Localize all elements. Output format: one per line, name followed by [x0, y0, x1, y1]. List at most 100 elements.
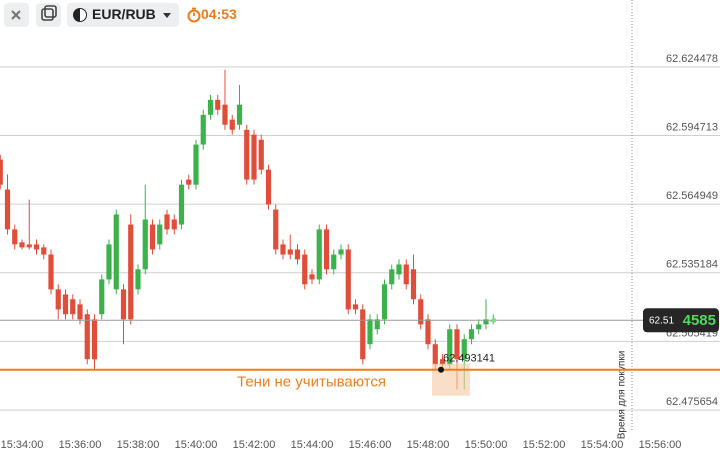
candle-body	[178, 184, 185, 225]
candle-body	[418, 299, 424, 325]
candle-body	[215, 99, 221, 110]
x-tick-label: 15:50:00	[465, 439, 508, 451]
candle-body	[236, 104, 243, 125]
candle-body	[149, 224, 156, 250]
candle-body	[432, 344, 438, 365]
candle-body	[410, 269, 417, 300]
candle-body	[128, 224, 134, 320]
symbol: EUR/RUB	[92, 6, 156, 22]
current-price-dot	[491, 317, 497, 323]
candle-body	[186, 179, 192, 185]
candle-body	[244, 129, 250, 180]
candle-body	[425, 319, 431, 345]
candle-body	[323, 229, 330, 270]
candle-body	[367, 319, 373, 345]
candle-body	[70, 299, 76, 315]
window-icon	[41, 8, 54, 21]
candle-body	[157, 224, 163, 245]
x-tick-label: 15:36:00	[59, 439, 102, 451]
candle-body	[381, 284, 388, 320]
candle-body	[4, 189, 11, 230]
close-icon	[11, 10, 21, 20]
candle-body	[251, 134, 257, 180]
annotation: Тени не учитываются	[237, 374, 386, 391]
candle-body	[461, 339, 467, 360]
candle-body	[468, 329, 475, 340]
candle-body	[0, 159, 3, 185]
candle-body	[483, 319, 489, 325]
candle-body	[338, 249, 344, 255]
x-tick-label: 15:40:00	[175, 439, 218, 451]
candle-body	[229, 119, 235, 130]
toolbar: EUR/RUB 04:53	[4, 3, 237, 27]
candle-body	[84, 314, 90, 360]
y-tick-label: 62.624478	[666, 53, 718, 65]
candle-body	[99, 279, 105, 315]
level-point	[438, 366, 444, 373]
candle-body	[222, 104, 228, 125]
candle-body	[280, 244, 286, 255]
candle-body	[41, 247, 47, 255]
candle-body	[12, 229, 18, 245]
x-tick-label: 15:52:00	[523, 439, 566, 451]
timer-icon	[192, 7, 196, 16]
shadow-highlight	[432, 363, 470, 396]
candle-body	[447, 329, 453, 365]
timer-icon	[187, 9, 201, 23]
x-tick-label: 15:44:00	[291, 439, 334, 451]
current-price-label: 62.51	[649, 315, 674, 326]
candle-body	[113, 214, 119, 290]
symbol-icon	[80, 9, 86, 21]
candle-body	[273, 209, 279, 250]
candle-body	[171, 219, 177, 230]
window-icon	[44, 5, 57, 18]
deadline-label: Время для покупки	[617, 351, 628, 440]
candle-body	[120, 289, 127, 320]
candle-body	[62, 294, 69, 315]
candle-body	[309, 274, 315, 280]
candle-body	[91, 319, 98, 360]
candle-body	[19, 242, 25, 248]
x-tick-label: 15:34:00	[1, 439, 44, 451]
current-price-label: 4585	[683, 312, 716, 329]
candle-body	[454, 329, 460, 360]
candle-body	[26, 244, 32, 248]
candle-body	[374, 319, 380, 330]
candle-body	[389, 269, 395, 285]
candle-body	[439, 359, 446, 365]
candle-body	[207, 99, 214, 115]
candle-body	[48, 254, 54, 290]
candle-body	[77, 304, 83, 320]
current-price-badge	[643, 308, 719, 333]
candle-body	[265, 169, 272, 205]
level-label: 62.493141	[443, 353, 495, 365]
candle-body	[476, 324, 482, 330]
candle-body	[287, 249, 293, 255]
timer: 04:53	[201, 6, 237, 22]
candle-body	[294, 249, 301, 260]
candle-body	[55, 289, 61, 310]
candle-body	[331, 254, 337, 270]
candle-body	[164, 214, 170, 230]
x-tick-label: 15:48:00	[407, 439, 450, 451]
x-tick-label: 15:46:00	[349, 439, 392, 451]
candle-body	[345, 249, 351, 310]
candle-body	[352, 304, 359, 310]
x-tick-label: 15:42:00	[233, 439, 276, 451]
candle-body	[142, 219, 148, 270]
y-tick-label: 62.594713	[666, 121, 718, 133]
candle-body	[106, 244, 112, 280]
candle-body	[193, 144, 199, 185]
candle-body	[33, 244, 40, 250]
symbol-selector[interactable]	[67, 3, 179, 27]
x-tick-label: 15:38:00	[117, 439, 160, 451]
candle-body	[135, 269, 141, 290]
candle-body	[258, 139, 264, 170]
candle-body	[396, 264, 402, 275]
candle-body	[302, 254, 308, 285]
y-tick-label: 62.564949	[666, 190, 718, 202]
